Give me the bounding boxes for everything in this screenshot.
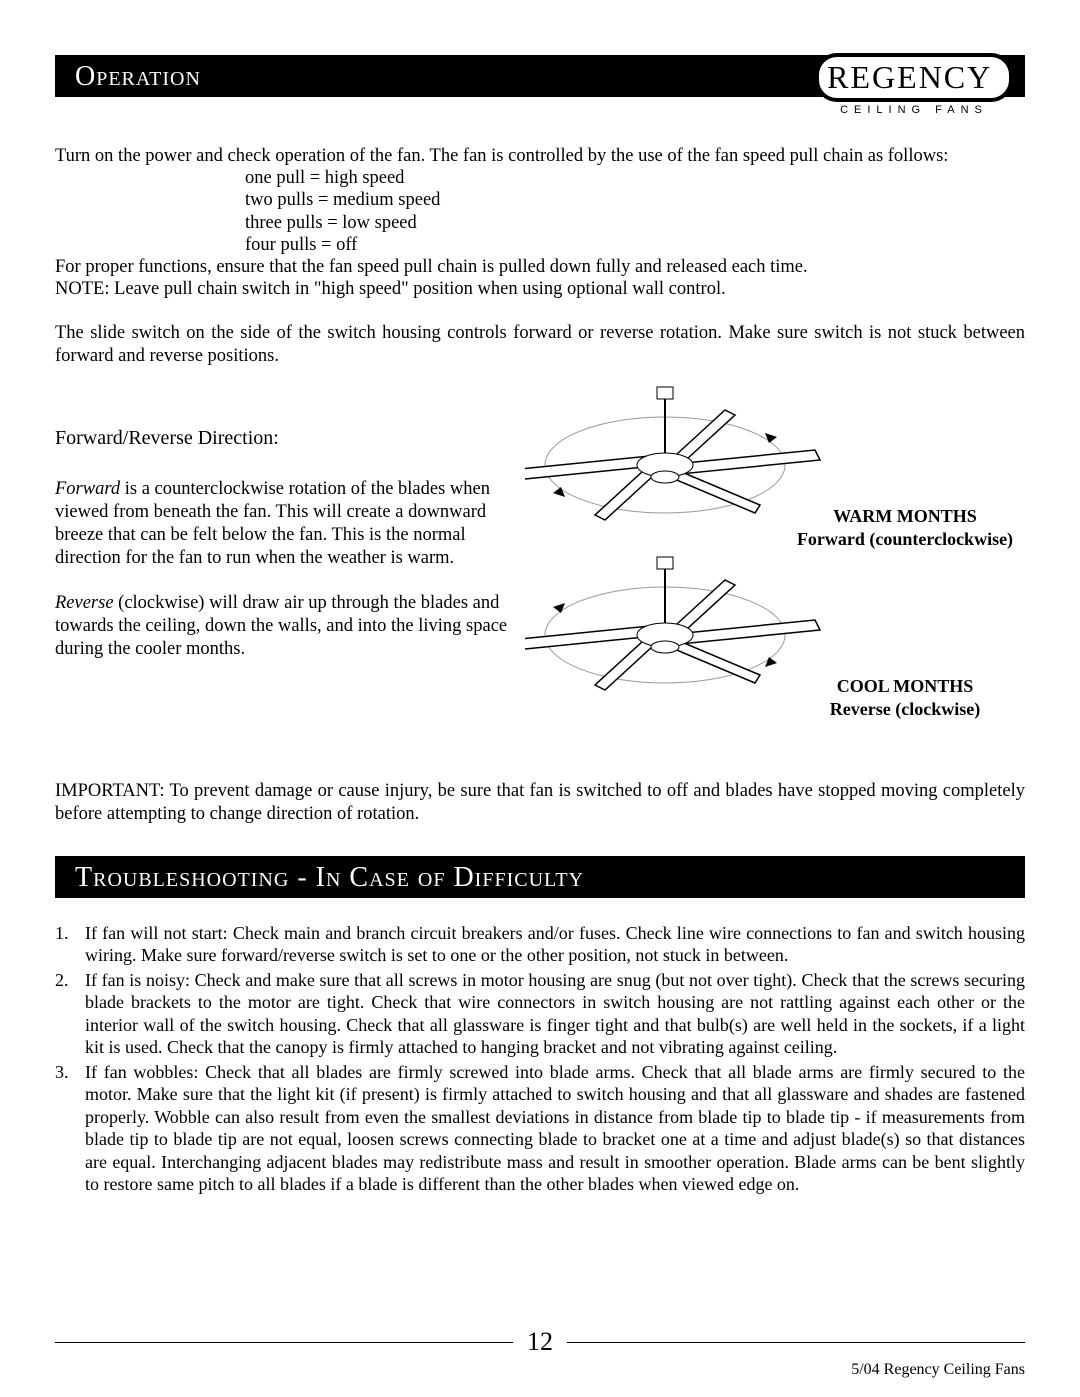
note-text: NOTE: Leave pull chain switch in "high s… (55, 278, 1025, 300)
header-operation-text: Operation (75, 61, 201, 92)
forward-reverse-diagram-column: WARM MONTHS Forward (counterclockwise) C… (525, 385, 1025, 730)
fan-diagrams (525, 385, 1025, 725)
footer-credit: 5/04 Regency Ceiling Fans (851, 1361, 1025, 1379)
forward-reverse-text-column: Forward/Reverse Direction: Forward is a … (55, 385, 525, 730)
pull-three: three pulls = low speed (245, 212, 1025, 234)
pull-one: one pull = high speed (245, 167, 1025, 189)
pull-two: two pulls = medium speed (245, 189, 1025, 211)
warm-months-line2: Forward (counterclockwise) (775, 528, 1035, 551)
slide-switch-text: The slide switch on the side of the swit… (55, 322, 1025, 366)
reverse-rest: (clockwise) will draw air up through the… (55, 593, 507, 659)
page-number: 12 (513, 1327, 567, 1357)
forward-reverse-section: Forward/Reverse Direction: Forward is a … (55, 385, 1025, 730)
ts-text-1: If fan will not start: Check main and br… (85, 922, 1025, 967)
cool-months-line2: Reverse (clockwise) (775, 698, 1035, 721)
warm-months-line1: WARM MONTHS (775, 505, 1035, 528)
brand-logo-subtext: CEILING FANS (799, 104, 1029, 116)
page-footer: 12 5/04 Regency Ceiling Fans (55, 1327, 1025, 1357)
brand-logo-text: REGENCY (827, 59, 992, 95)
forward-rest: is a counterclockwise rotation of the bl… (55, 479, 490, 568)
ts-num-1: 1. (55, 922, 85, 967)
fr-heading: Forward/Reverse Direction: (55, 427, 515, 450)
ts-text-3: If fan wobbles: Check that all blades ar… (85, 1061, 1025, 1196)
section-header-operation: Operation REGENCY® CEILING FANS (55, 55, 1025, 97)
ts-item-2: 2. If fan is noisy: Check and make sure … (55, 969, 1025, 1059)
forward-label: Forward (55, 479, 120, 499)
header-troubleshooting-text: Troubleshooting - In Case of Difficulty (75, 862, 584, 893)
ts-num-3: 3. (55, 1061, 85, 1196)
cool-months-caption: COOL MONTHS Reverse (clockwise) (775, 675, 1035, 722)
section-header-troubleshooting: Troubleshooting - In Case of Difficulty (55, 856, 1025, 898)
brand-logo: REGENCY® CEILING FANS (799, 53, 1029, 116)
reverse-paragraph: Reverse (clockwise) will draw air up thr… (55, 592, 515, 661)
cool-months-line1: COOL MONTHS (775, 675, 1035, 698)
brand-logo-box: REGENCY® (815, 53, 1013, 102)
ts-num-2: 2. (55, 969, 85, 1059)
troubleshooting-list: 1. If fan will not start: Check main and… (55, 922, 1025, 1196)
ts-text-2: If fan is noisy: Check and make sure tha… (85, 969, 1025, 1059)
forward-paragraph: Forward is a counterclockwise rotation o… (55, 478, 515, 571)
footer-line-right (567, 1342, 1025, 1343)
brand-registered-mark: ® (992, 59, 1001, 70)
footer-line-left (55, 1342, 513, 1343)
pull-chain-list: one pull = high speed two pulls = medium… (245, 167, 1025, 256)
important-note: IMPORTANT: To prevent damage or cause in… (55, 780, 1025, 826)
pull-four: four pulls = off (245, 234, 1025, 256)
reverse-label: Reverse (55, 593, 114, 613)
warm-months-caption: WARM MONTHS Forward (counterclockwise) (775, 505, 1035, 552)
ts-item-1: 1. If fan will not start: Check main and… (55, 922, 1025, 967)
ts-item-3: 3. If fan wobbles: Check that all blades… (55, 1061, 1025, 1196)
proper-function-text: For proper functions, ensure that the fa… (55, 256, 1025, 278)
intro-text: Turn on the power and check operation of… (55, 145, 1025, 167)
